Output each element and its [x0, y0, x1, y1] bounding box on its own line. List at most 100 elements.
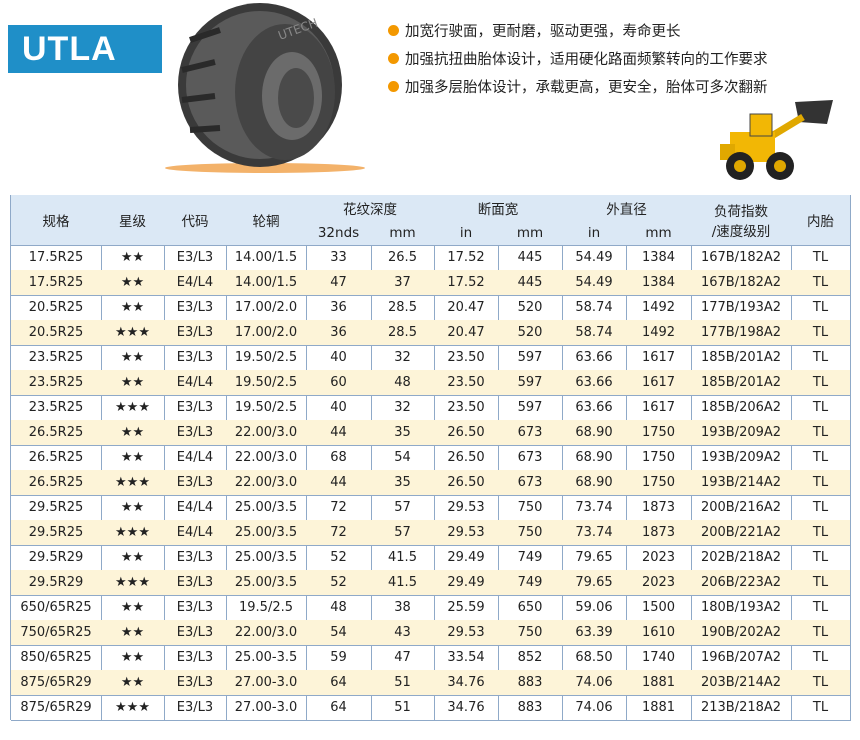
header-text: mm	[645, 224, 672, 241]
header-cell: in	[434, 220, 499, 246]
table-cell: 19.50/2.5	[226, 370, 307, 396]
table-cell: 750	[498, 620, 563, 646]
table-cell: 1873	[626, 495, 692, 521]
table-cell: 20.5R25	[11, 320, 102, 346]
table-cell: 68.90	[562, 420, 627, 446]
table-cell: ★★	[101, 445, 165, 471]
table-cell: 17.52	[434, 270, 499, 296]
bullet: 加强多层胎体设计，承载更高，更安全，胎体可多次翻新	[388, 72, 768, 100]
table-cell: 57	[371, 495, 435, 521]
table-cell: 79.65	[562, 545, 627, 571]
table-cell: ★★	[101, 545, 165, 571]
table-cell: TL	[791, 470, 851, 496]
table-cell: 44	[306, 470, 372, 496]
table-cell: E3/L3	[164, 620, 227, 646]
table-cell: 54.49	[562, 270, 627, 296]
header-text: 断面宽	[477, 201, 519, 218]
header-cell: mm	[371, 220, 435, 246]
table-cell: 48	[306, 595, 372, 621]
table-cell: 17.52	[434, 245, 499, 271]
table-cell: 25.00/3.5	[226, 545, 307, 571]
table-cell: 26.5R25	[11, 470, 102, 496]
table-cell: 1750	[626, 470, 692, 496]
header-text: 轮辋	[252, 214, 280, 230]
table-cell: 185B/206A2	[691, 395, 792, 421]
header-text: 规格	[42, 214, 70, 230]
table-cell: ★★	[101, 620, 165, 646]
table-cell: 14.00/1.5	[226, 245, 307, 271]
table-cell: 1750	[626, 445, 692, 471]
table-cell: 883	[498, 695, 563, 721]
table-cell: 63.66	[562, 345, 627, 371]
table-cell: 52	[306, 545, 372, 571]
table-cell: 1873	[626, 520, 692, 546]
table-cell: 29.49	[434, 545, 499, 571]
table-cell: 47	[371, 645, 435, 671]
table-cell: 19.5/2.5	[226, 595, 307, 621]
table-cell: 74.06	[562, 670, 627, 696]
table-cell: TL	[791, 370, 851, 396]
table-cell: E3/L3	[164, 695, 227, 721]
table-cell: 597	[498, 370, 563, 396]
table-cell: 29.53	[434, 620, 499, 646]
table-cell: 40	[306, 345, 372, 371]
header-text: 代码	[181, 214, 209, 230]
table-cell: ★★	[101, 370, 165, 396]
table-cell: 54	[306, 620, 372, 646]
table-cell: 1492	[626, 295, 692, 321]
bullet: 加强抗扭曲胎体设计，适用硬化路面频繁转向的工作要求	[388, 44, 768, 72]
table-cell: TL	[791, 420, 851, 446]
table-cell: 26.50	[434, 445, 499, 471]
table-cell: 673	[498, 420, 563, 446]
header-text: 内胎	[807, 214, 834, 230]
header-cell: 负荷指数/速度级别	[691, 195, 792, 246]
table-cell: 167B/182A2	[691, 270, 792, 296]
table-cell: 20.47	[434, 320, 499, 346]
table-cell: 23.50	[434, 345, 499, 371]
table-cell: 29.5R25	[11, 495, 102, 521]
table-cell: 33	[306, 245, 372, 271]
table-cell: 202B/218A2	[691, 545, 792, 571]
table-cell: 59.06	[562, 595, 627, 621]
table-cell: TL	[791, 295, 851, 321]
table-cell: ★★	[101, 645, 165, 671]
table-cell: TL	[791, 245, 851, 271]
table-cell: 2023	[626, 545, 692, 571]
table-cell: 63.66	[562, 370, 627, 396]
table-cell: E3/L3	[164, 420, 227, 446]
table-cell: 28.5	[371, 320, 435, 346]
table-cell: 73.74	[562, 495, 627, 521]
table-cell: 1881	[626, 670, 692, 696]
table-cell: TL	[791, 345, 851, 371]
header-text: 负荷指数	[714, 204, 768, 220]
table-cell: 193B/209A2	[691, 420, 792, 446]
table-cell: 22.00/3.0	[226, 445, 307, 471]
table-cell: 23.5R25	[11, 345, 102, 371]
table-cell: E4/L4	[164, 495, 227, 521]
table-cell: 28.5	[371, 295, 435, 321]
table-cell: 26.5	[371, 245, 435, 271]
table-cell: 25.00/3.5	[226, 520, 307, 546]
table-cell: 60	[306, 370, 372, 396]
table-cell: E3/L3	[164, 645, 227, 671]
table-cell: 1617	[626, 345, 692, 371]
table-cell: 74.06	[562, 695, 627, 721]
table-cell: 40	[306, 395, 372, 421]
bullet-text: 加强抗扭曲胎体设计，适用硬化路面频繁转向的工作要求	[405, 51, 768, 68]
table-cell: ★★★	[101, 470, 165, 496]
table-cell: TL	[791, 520, 851, 546]
table-cell: 26.5R25	[11, 420, 102, 446]
bullet-text: 加宽行驶面，更耐磨，驱动更强，寿命更长	[405, 23, 681, 40]
table-cell: E4/L4	[164, 270, 227, 296]
table-cell: 597	[498, 395, 563, 421]
table-cell: ★★	[101, 495, 165, 521]
table-cell: 47	[306, 270, 372, 296]
table-cell: 72	[306, 495, 372, 521]
table-cell: 200B/216A2	[691, 495, 792, 521]
table-cell: 597	[498, 345, 563, 371]
table-cell: 1384	[626, 270, 692, 296]
table-cell: ★★	[101, 245, 165, 271]
table-cell: 29.5R29	[11, 570, 102, 596]
table-cell: 750	[498, 520, 563, 546]
